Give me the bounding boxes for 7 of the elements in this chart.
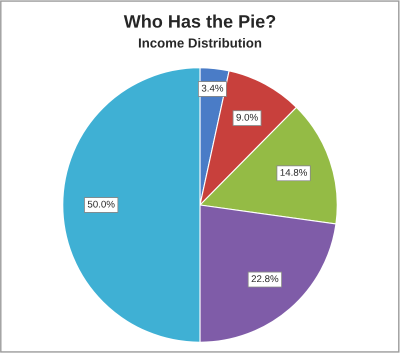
data-label: 9.0% — [236, 114, 258, 121]
data-label: 22.8% — [252, 275, 278, 282]
data-label: 14.8% — [280, 169, 308, 176]
chart-title: Who Has the Pie? — [124, 14, 276, 28]
chart-subtitle: Income Distribution — [138, 38, 262, 48]
data-label: 50.0% — [88, 200, 115, 208]
data-label: 3.4% — [202, 84, 224, 92]
